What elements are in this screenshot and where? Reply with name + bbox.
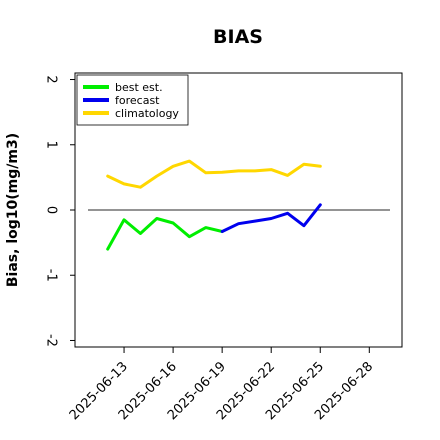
legend-label: climatology: [115, 107, 179, 120]
series-line-best-est: [106, 217, 224, 251]
chart-marks: -2-10122025-06-132025-06-162025-06-19202…: [43, 75, 390, 423]
y-axis-label: Bias, log10(mg/m3): [5, 133, 21, 287]
series-line-climatology: [106, 159, 322, 189]
chart-title: BIAS: [213, 26, 263, 48]
y-tick-label: -1: [43, 269, 58, 282]
series-line-forecast: [220, 203, 322, 233]
y-tick-label: 1: [43, 141, 58, 149]
legend-label: forecast: [115, 94, 160, 107]
y-tick-label: 2: [43, 75, 58, 83]
y-tick-label: -2: [43, 334, 58, 347]
legend-label: best est.: [115, 81, 163, 94]
y-tick-label: 0: [43, 206, 58, 214]
